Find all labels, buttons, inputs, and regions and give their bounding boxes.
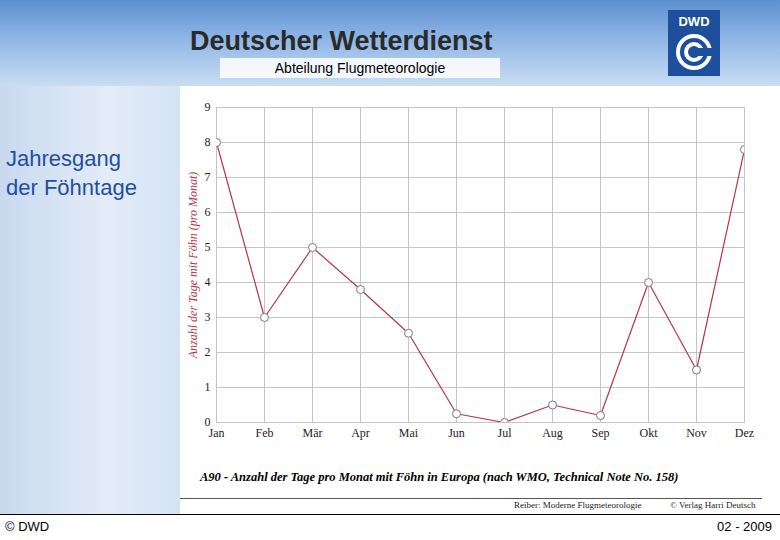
html-text:der Föhntage: der Föhntage — [6, 175, 137, 200]
svg-text:Okt: Okt — [640, 426, 659, 440]
svg-text:7: 7 — [205, 170, 211, 184]
svg-text:1: 1 — [205, 380, 211, 394]
svg-text:2: 2 — [205, 345, 211, 359]
html-text:© Verlag Harri Deutsch: © Verlag Harri Deutsch — [670, 500, 756, 510]
svg-text:5: 5 — [205, 240, 211, 254]
svg-text:Anzahl der Tage mit Föhn (pro: Anzahl der Tage mit Föhn (pro Monat) — [186, 172, 200, 359]
html-text:02 - 2009: 02 - 2009 — [717, 519, 772, 534]
svg-text:Mai: Mai — [399, 426, 419, 440]
svg-text:Feb: Feb — [256, 426, 274, 440]
svg-text:Jun: Jun — [448, 426, 465, 440]
html-text:Deutscher Wetterdienst: Deutscher Wetterdienst — [190, 26, 493, 56]
html-text:Abteilung Flugmeteorologie: Abteilung Flugmeteorologie — [274, 60, 446, 76]
svg-text:Sep: Sep — [592, 426, 610, 440]
svg-text:Dez: Dez — [735, 426, 754, 440]
svg-text:0: 0 — [204, 415, 211, 430]
svg-text:3: 3 — [205, 310, 211, 324]
html-text:Reiber: Moderne Flugmeteorolog: Reiber: Moderne Flugmeteorologie — [514, 500, 642, 510]
svg-text:Mär: Mär — [303, 426, 323, 440]
svg-text:8: 8 — [205, 135, 211, 149]
svg-text:9: 9 — [205, 100, 211, 114]
svg-text:Nov: Nov — [686, 426, 707, 440]
svg-text:DWD: DWD — [678, 14, 709, 29]
html-text:A90 - Anzahl der Tage pro Mona: A90 - Anzahl der Tage pro Monat mit Föhn… — [200, 470, 679, 484]
svg-text:4: 4 — [205, 275, 211, 289]
svg-text:Jan: Jan — [209, 426, 225, 440]
svg-text:Aug: Aug — [542, 426, 563, 440]
svg-text:Apr: Apr — [351, 426, 370, 440]
svg-text:6: 6 — [205, 205, 211, 219]
html-text:© DWD: © DWD — [5, 519, 50, 534]
svg-text:Jul: Jul — [497, 426, 512, 440]
html-text:Jahresgang: Jahresgang — [6, 146, 121, 171]
